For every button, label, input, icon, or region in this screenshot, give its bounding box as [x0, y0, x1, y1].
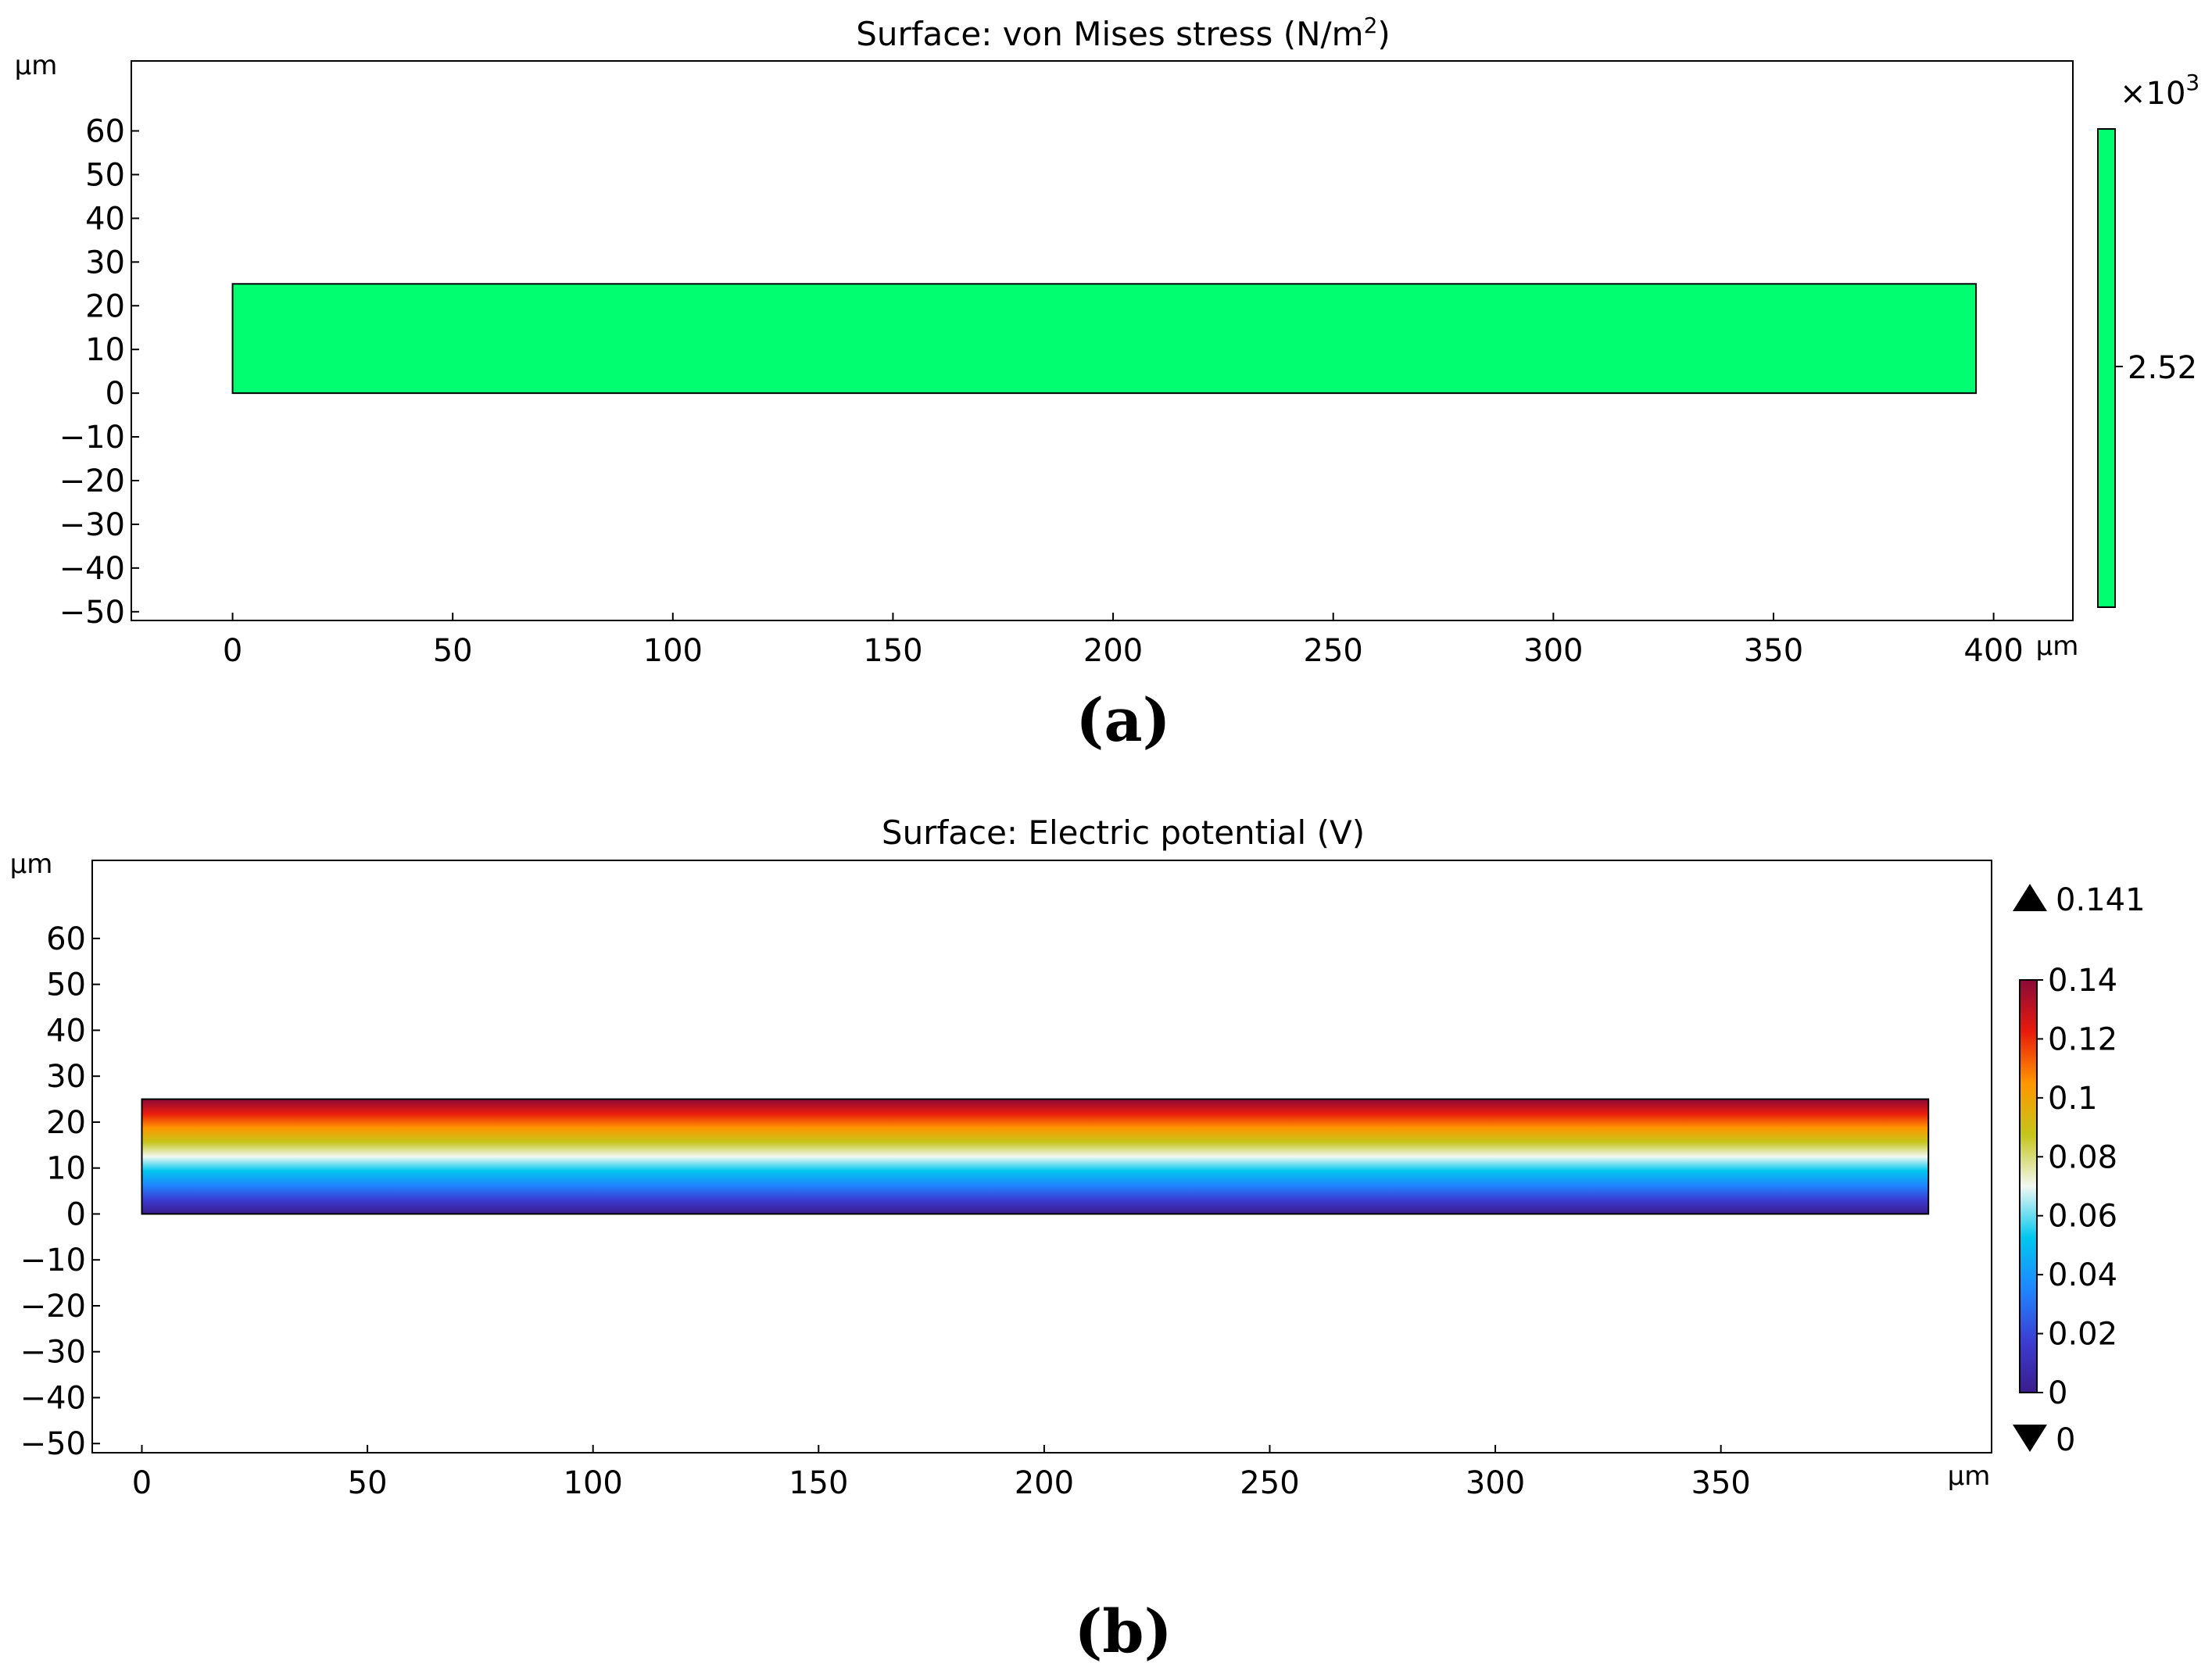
panel-b-electric-potential: Surface: Electric potential (V) µm µm 0 5…	[10, 813, 2146, 1666]
panel-a-x-tick-label: 200	[1083, 633, 1143, 669]
panel-b-title: Surface: Electric potential (V)	[882, 813, 1365, 852]
panel-a-y-tick-label: −40	[59, 551, 125, 587]
panel-b-y-tick-label: 30	[46, 1059, 86, 1095]
panel-b-y-tick-label: 40	[46, 1013, 86, 1049]
panel-a-y-tick-label: 10	[85, 332, 125, 368]
panel-a-y-tick-label: 60	[85, 114, 125, 150]
panel-a-y-tick-label: 30	[85, 245, 125, 281]
panel-b-y-tick-label: −40	[20, 1380, 86, 1416]
panel-b-colorbar-max-label: 0.141	[2056, 882, 2146, 918]
panel-b-colorbar-tick-label: 0.1	[2048, 1081, 2098, 1117]
panel-b-y-tick-label: 50	[46, 967, 86, 1003]
panel-a-y-tick-label: 50	[85, 157, 125, 193]
panel-a-plot-frame	[131, 60, 2074, 621]
panel-a-y-tick-label: 40	[85, 201, 125, 237]
panel-b-x-tick-label: 200	[1015, 1465, 1074, 1501]
panel-a-colorbar-multiplier-exponent: 3	[2185, 70, 2199, 95]
panel-b-y-tick-label: −30	[20, 1335, 86, 1371]
panel-a-domain-surface	[231, 283, 1978, 395]
panel-b-colorbar-tick-label: 0.04	[2048, 1257, 2117, 1293]
panel-b-x-tick-label: 150	[789, 1465, 848, 1501]
panel-a-x-tick-label: 400	[1963, 633, 2023, 669]
panel-a-colorbar-label: 2.52	[2128, 350, 2197, 386]
panel-a-x-tick-label: 350	[1744, 633, 1803, 669]
panel-a-title: Surface: von Mises stress (N/m2)	[856, 13, 1391, 53]
panel-b-y-tick-label: 0	[66, 1196, 86, 1232]
panel-b-x-tick-label: 0	[132, 1465, 152, 1501]
panel-a-y-tick-label: 20	[85, 288, 125, 324]
panel-b-y-tick-label: −20	[20, 1289, 86, 1325]
panel-b-y-tick-label: 60	[46, 921, 86, 957]
panel-b-x-ticks: 0 50 100 150 200 250 300 350	[132, 1445, 1751, 1501]
panel-a-y-tick-label: 0	[106, 376, 125, 412]
panel-b-label: (b)	[1074, 1597, 1172, 1666]
panel-b-colorbar-tick-label: 0.14	[2048, 963, 2117, 999]
panel-a-y-tick-label: −10	[59, 420, 125, 456]
panel-b-x-tick-label: 50	[348, 1465, 388, 1501]
panel-b-colorbar-tick-label: 0.12	[2048, 1021, 2117, 1057]
panel-a-y-tick-label: −20	[59, 463, 125, 499]
panel-b-x-tick-label: 100	[564, 1465, 623, 1501]
panel-b-x-unit: µm	[1948, 1461, 1991, 1492]
panel-a-y-ticks: 60 50 40 30 20 10 0 −10 −20 −30 −40 −50	[59, 114, 139, 631]
panel-b-y-unit: µm	[10, 849, 53, 880]
panel-a-colorbar	[2097, 128, 2116, 608]
panel-b-colorbar	[2019, 979, 2038, 1393]
min-triangle-icon	[2013, 1425, 2047, 1452]
panel-a-x-tick-label: 150	[863, 633, 922, 669]
panel-b-plot-frame	[91, 860, 1992, 1454]
panel-b-colorbar-ticks: 0.14 0.12 0.1 0.08 0.06 0.04 0.02 0	[2037, 963, 2117, 1411]
panel-a-label: (a)	[1076, 685, 1170, 755]
panel-b-colorbar-tick-label: 0.06	[2048, 1199, 2117, 1235]
max-triangle-icon	[2013, 884, 2047, 911]
panel-a-title-suffix: )	[1377, 15, 1390, 53]
panel-b-y-tick-label: −50	[20, 1426, 86, 1462]
panel-b-domain-surface	[141, 1098, 1930, 1215]
panel-b-y-tick-label: −10	[20, 1243, 86, 1278]
panel-b-colorbar-tick-label: 0.02	[2048, 1317, 2117, 1353]
panel-a-x-tick-label: 100	[643, 633, 703, 669]
panel-a-title-text: Surface: von Mises stress (N/m	[856, 15, 1363, 53]
panel-a-x-tick-label: 250	[1304, 633, 1363, 669]
panel-b-y-tick-label: 20	[46, 1105, 86, 1141]
panel-a-colorbar-multiplier-base: ×10	[2120, 76, 2185, 112]
panel-a-y-unit: µm	[15, 50, 58, 81]
panel-b-x-tick-label: 350	[1691, 1465, 1751, 1501]
panel-a-x-unit: µm	[2036, 631, 2079, 662]
panel-b-x-tick-label: 300	[1466, 1465, 1525, 1501]
panel-a-x-ticks: 0 50 100 150 200 250 300 350 400	[223, 613, 2024, 669]
panel-b-colorbar-min-label: 0	[2056, 1422, 2075, 1458]
panel-a-colorbar-multiplier: ×103	[2120, 70, 2199, 112]
panel-a-y-tick-label: −30	[59, 507, 125, 543]
panel-a-y-tick-label: −50	[59, 595, 125, 631]
panel-b-x-tick-label: 250	[1240, 1465, 1299, 1501]
panel-a-von-mises-stress: Surface: von Mises stress (N/m2) µm µm 0…	[15, 13, 2200, 755]
panel-a-x-tick-label: 300	[1523, 633, 1583, 669]
panel-a-x-tick-label: 0	[223, 633, 242, 669]
panel-b-y-ticks: 60 50 40 30 20 10 0 −10 −20 −30 −40 −50	[20, 921, 100, 1462]
panel-b-colorbar-tick-label: 0	[2048, 1375, 2067, 1411]
panel-b-colorbar-tick-label: 0.08	[2048, 1139, 2117, 1175]
panel-a-x-tick-label: 50	[433, 633, 473, 669]
panel-a-title-superscript: 2	[1364, 13, 1378, 38]
panel-b-y-tick-label: 10	[46, 1151, 86, 1187]
